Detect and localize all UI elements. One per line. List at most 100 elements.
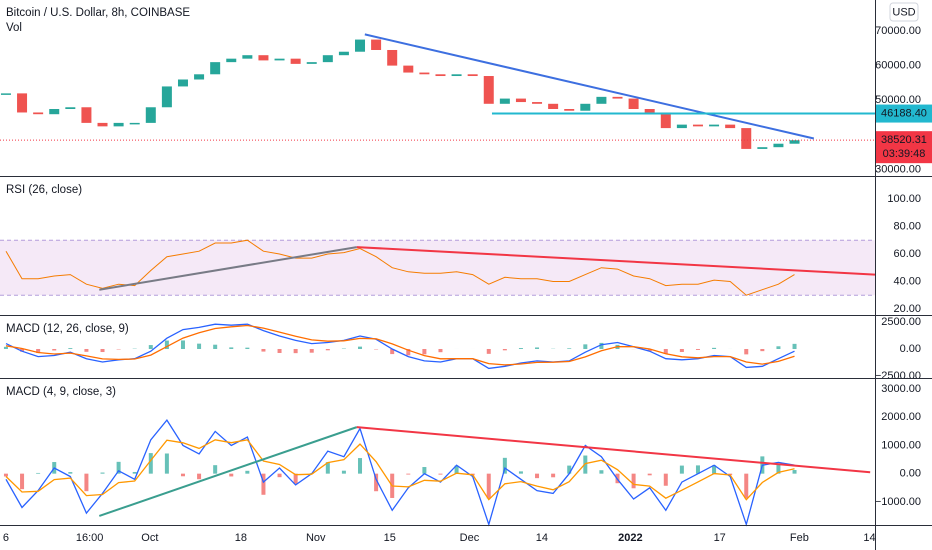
histogram-bar	[3, 473, 8, 477]
candle	[387, 49, 398, 66]
histogram-bar	[197, 473, 202, 480]
candle	[210, 62, 221, 75]
candle	[194, 74, 205, 80]
histogram-bar	[599, 470, 604, 474]
histogram-bar	[358, 458, 363, 474]
histogram-bar	[180, 473, 185, 477]
histogram-bar	[390, 348, 395, 355]
pane-title: Bitcoin / U.S. Dollar, 8h, COINBASE	[6, 7, 190, 19]
histogram-bar	[583, 344, 588, 349]
histogram-bar	[631, 473, 636, 489]
y-tick-label: 40.00	[893, 275, 921, 287]
y-tick-label: −1000.00	[875, 496, 921, 508]
y-tick-label: 60000.00	[875, 60, 921, 72]
histogram-bar	[68, 472, 73, 474]
x-tick-label: 18	[235, 532, 247, 544]
y-tick-label: 70000.00	[875, 25, 921, 37]
candle	[49, 109, 60, 115]
candle	[483, 76, 494, 104]
histogram-bar	[3, 346, 8, 349]
candle	[596, 96, 607, 104]
y-tick-label: 2000.00	[881, 411, 921, 423]
candle	[789, 140, 800, 144]
candle	[580, 103, 591, 111]
histogram-bar	[776, 463, 781, 474]
candle	[81, 107, 92, 123]
y-tick-label: 2500.00	[881, 316, 921, 328]
y-tick-label: 0.00	[900, 468, 921, 480]
candle	[145, 107, 156, 123]
level-label-bg	[876, 104, 932, 123]
x-tick-label: 6	[3, 532, 9, 544]
candle	[226, 58, 237, 63]
histogram-bar	[535, 347, 540, 349]
candle	[355, 39, 366, 52]
candle	[532, 102, 543, 104]
macd-line	[5, 323, 795, 370]
candle	[113, 122, 124, 127]
histogram-bar	[164, 340, 169, 349]
histogram-bar	[229, 347, 234, 349]
histogram-bar	[776, 346, 781, 349]
histogram-bar	[663, 473, 668, 486]
histogram-bar	[712, 347, 717, 349]
candle	[403, 65, 414, 73]
histogram-bar	[422, 467, 427, 474]
candle	[371, 39, 382, 50]
histogram-bar	[792, 343, 797, 349]
histogram-bar	[245, 347, 250, 349]
histogram-bar	[535, 473, 540, 479]
histogram-bar	[599, 342, 604, 349]
candle	[242, 55, 253, 59]
marks	[0, 33, 876, 527]
y-tick-label: 80.00	[893, 220, 921, 232]
histogram-bar	[518, 348, 523, 349]
candle	[338, 51, 349, 56]
histogram-bar	[792, 470, 797, 474]
histogram-bar	[502, 457, 507, 474]
candle	[0, 93, 11, 95]
y-tick-label: 0.00	[900, 343, 921, 355]
histogram-bar	[132, 471, 137, 474]
x-tick-label: 17	[714, 532, 726, 544]
histogram-bar	[52, 348, 57, 351]
histogram-bar	[36, 348, 41, 354]
histogram-bar	[180, 340, 185, 349]
histogram-bar	[100, 348, 105, 353]
candle	[258, 55, 269, 61]
macd-line	[5, 439, 795, 501]
x-tick-label: Dec	[460, 532, 480, 544]
histogram-bar	[245, 470, 250, 474]
trendline	[364, 33, 815, 140]
y-tick-label: 30000.00	[875, 164, 921, 176]
candle	[676, 124, 687, 129]
histogram-bar	[518, 471, 523, 474]
candle	[515, 98, 526, 103]
trendline	[98, 426, 358, 517]
histogram-bar	[406, 348, 411, 356]
currency-button	[889, 2, 919, 22]
histogram-bar	[663, 348, 668, 354]
candle	[435, 74, 446, 77]
histogram-bar	[277, 348, 282, 353]
histogram-bar	[583, 455, 588, 474]
candle	[451, 74, 462, 77]
x-tick-label: Nov	[306, 532, 326, 544]
candle	[274, 58, 285, 61]
candle	[757, 147, 768, 149]
histogram-bar	[261, 473, 266, 495]
candle	[33, 112, 44, 115]
histogram-bar	[229, 473, 234, 477]
candle	[564, 109, 575, 111]
x-tick-label: 2022	[618, 532, 642, 544]
histogram-bar	[486, 348, 491, 354]
price-label: 38520.31	[881, 134, 927, 146]
histogram-bar	[197, 343, 202, 349]
x-tick-label: Oct	[141, 532, 158, 544]
histogram-bar	[695, 348, 700, 350]
histogram-bar	[68, 348, 73, 349]
trendline	[99, 246, 357, 291]
histogram-bar	[679, 348, 684, 352]
